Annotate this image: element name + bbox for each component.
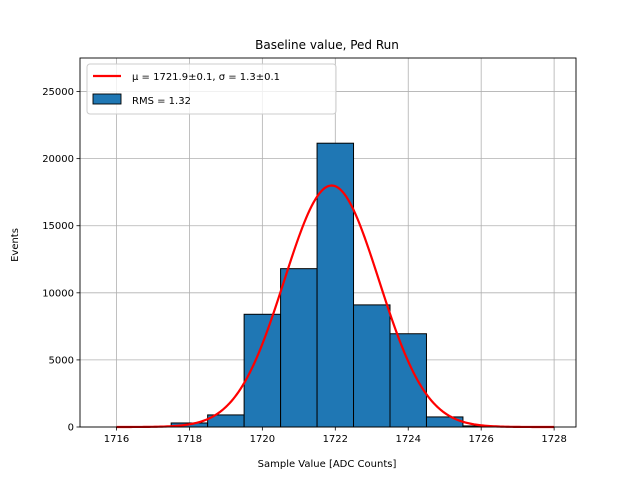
y-tick-label: 25000 xyxy=(42,87,74,98)
legend: μ = 1721.9±0.1, σ = 1.3±0.1 RMS = 1.32 xyxy=(86,63,337,115)
x-tick-label: 1724 xyxy=(396,434,421,445)
legend-fit-label: μ = 1721.9±0.1, σ = 1.3±0.1 xyxy=(132,72,280,83)
histogram-bar xyxy=(353,304,391,428)
histogram-bar xyxy=(389,333,427,428)
y-axis-ticks: 0 5000 10000 15000 20000 25000 xyxy=(42,87,80,434)
histogram-bar xyxy=(425,416,464,428)
legend-box xyxy=(86,63,337,115)
fit-curve xyxy=(116,184,555,429)
x-tick-label: 1722 xyxy=(323,434,348,445)
chart-title: Baseline value, Ped Run xyxy=(255,38,399,52)
x-tick-label: 1728 xyxy=(541,434,566,445)
x-tick-label: 1726 xyxy=(468,434,493,445)
x-axis-label: Sample Value [ADC Counts] xyxy=(258,459,397,470)
x-axis-ticks: 1716 1718 1720 1722 1724 1726 1728 xyxy=(104,427,567,445)
axes-frame xyxy=(79,57,577,428)
y-axis-label: Events xyxy=(10,228,21,262)
y-tick-label: 5000 xyxy=(49,355,74,366)
legend-histogram-label: RMS = 1.32 xyxy=(132,96,191,107)
y-tick-label: 0 xyxy=(68,423,74,434)
x-tick-label: 1720 xyxy=(250,434,275,445)
y-tick-label: 15000 xyxy=(42,221,74,232)
x-tick-label: 1716 xyxy=(104,434,129,445)
histogram-bar xyxy=(280,268,318,428)
legend-histogram-swatch xyxy=(92,93,122,105)
x-tick-label: 1718 xyxy=(177,434,202,445)
y-tick-label: 10000 xyxy=(42,288,74,299)
y-tick-label: 20000 xyxy=(42,154,74,165)
